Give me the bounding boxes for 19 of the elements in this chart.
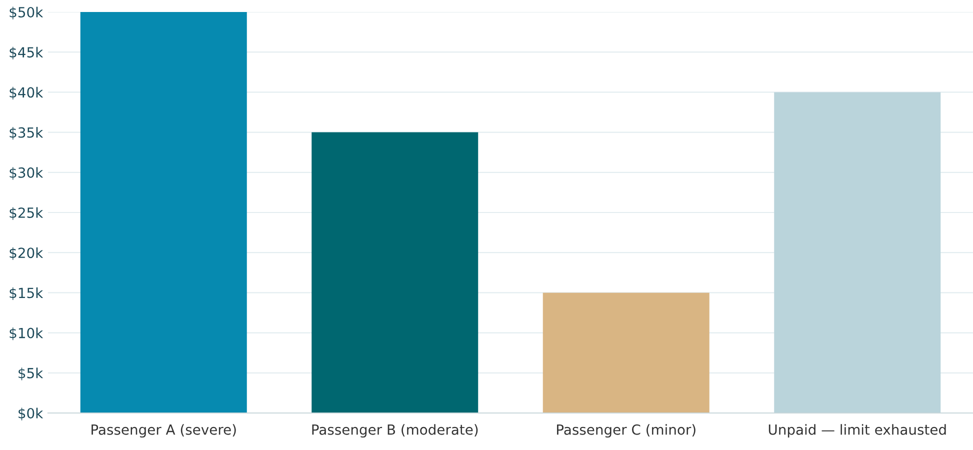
x-tick-label: Passenger B (moderate) — [312, 424, 478, 438]
y-tick-label: $30k — [10, 167, 44, 180]
y-tick-label: $10k — [10, 328, 44, 340]
y-tick-label: $50k — [10, 6, 44, 20]
y-tick-label: $35k — [10, 127, 44, 140]
bar — [542, 292, 710, 413]
y-tick-label: $15k — [10, 287, 44, 300]
y-tick-label: $45k — [10, 46, 44, 60]
y-tick-label: $5k — [18, 368, 44, 380]
bar — [312, 132, 478, 413]
y-tick-label: $20k — [10, 247, 44, 260]
y-tick-label: $40k — [10, 86, 44, 100]
x-tick-label: Passenger C (minor) — [557, 424, 696, 438]
bar — [80, 12, 247, 413]
y-tick-label: $0k — [18, 408, 44, 420]
x-tick-label: Unpaid — limit exhausted — [768, 424, 946, 438]
x-tick-label: Passenger A (severe) — [92, 424, 236, 438]
bar — [774, 92, 941, 413]
y-tick-label: $25k — [10, 207, 44, 220]
